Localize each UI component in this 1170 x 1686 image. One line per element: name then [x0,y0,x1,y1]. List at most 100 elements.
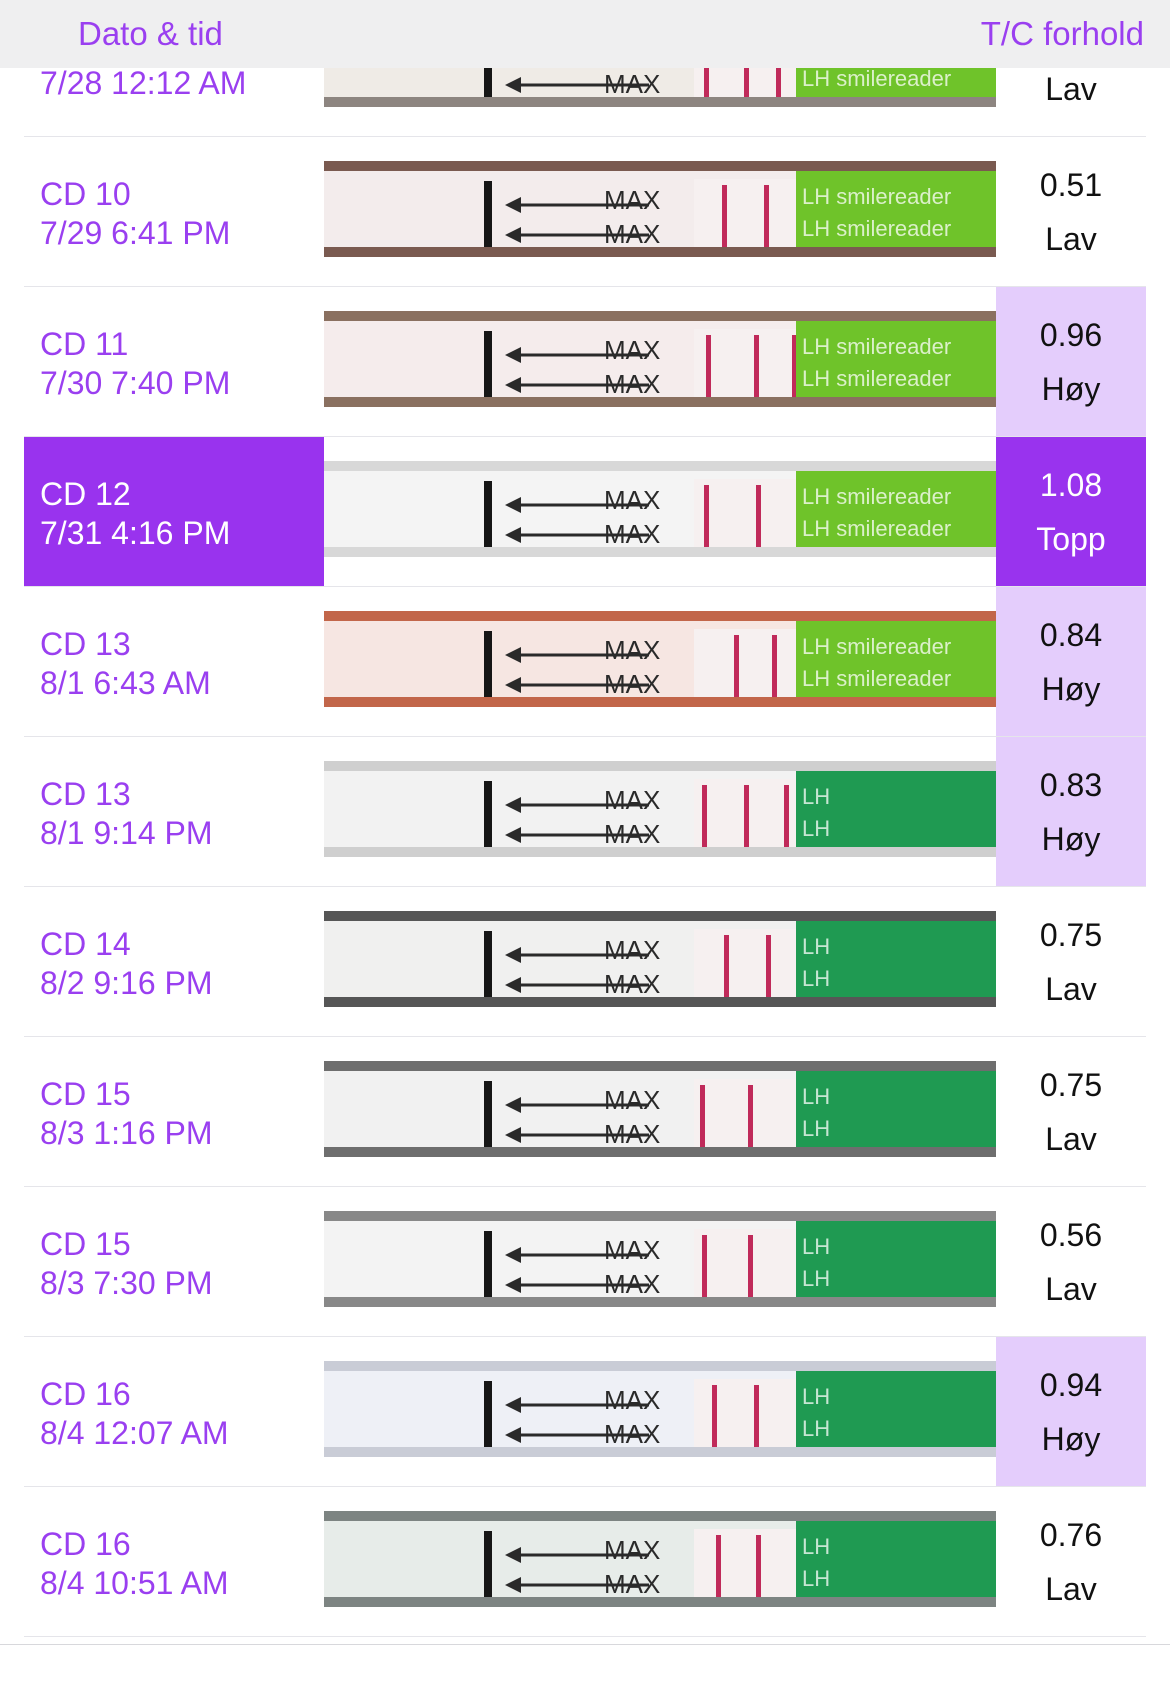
test-strip-photo[interactable]: MAX MAX LH LH [324,761,996,857]
brand-text: LH smilereader [802,666,952,691]
strip-marker-bar [484,781,492,847]
row-divider [24,1636,1146,1637]
strip-brand-area: LH LH [796,921,996,997]
brand-text: LH smilereader [802,484,952,509]
strip-marker-bar [484,1231,492,1297]
row-divider [24,436,1146,437]
test-strip-photo[interactable]: MAX MAX LH LH [324,911,996,1007]
tc-ratio-cell[interactable]: 0.96 Høy [996,287,1146,436]
brand-text: LH [802,784,831,809]
result-row[interactable]: CD 11 7/30 7:40 PM MAX MAX LH sm [0,287,1170,437]
date-time-label: 7/29 6:41 PM [40,215,231,251]
brand-text: LH [802,934,831,959]
strip-marker-bar [484,1531,492,1597]
tc-ratio-cell[interactable]: 0.46 Lav [996,68,1146,136]
row-divider [24,286,1146,287]
result-row[interactable]: CD 15 8/3 1:16 PM MAX MAX LH [0,1037,1170,1187]
strip-marker-bar [484,931,492,997]
tc-ratio-cell[interactable]: 0.56 Lav [996,1187,1146,1336]
test-line [744,68,749,97]
result-row[interactable]: CD 9 7/28 12:12 AM MAX MAX LH sm [0,68,1170,137]
result-row[interactable]: CD 16 8/4 10:51 AM MAX MAX LH [0,1487,1170,1637]
result-row[interactable]: CD 10 7/29 6:41 PM MAX MAX LH sm [0,137,1170,287]
lh-level-label: Lav [1045,70,1097,107]
result-row[interactable]: CD 13 8/1 6:43 AM MAX MAX LH smi [0,587,1170,737]
max-label: MAX [604,635,661,665]
arrow-left-icon [505,77,649,93]
test-strip-photo[interactable]: MAX MAX LH smilereader LH smilereader [324,311,996,407]
test-line [748,1085,753,1147]
max-label: MAX [604,1085,661,1115]
test-line [704,485,709,547]
date-time-column-header[interactable]: Dato & tid [78,15,223,52]
tc-ratio-cell[interactable]: 0.51 Lav [996,137,1146,286]
result-window [694,179,804,247]
date-cell[interactable]: CD 13 8/1 6:43 AM [24,587,324,736]
test-strip-photo[interactable]: MAX MAX LH LH [324,1361,996,1457]
strip-brand-area: LH LH [796,1071,996,1147]
lh-level-label: Lav [1045,1120,1097,1157]
test-strip-photo[interactable]: MAX MAX LH LH [324,1211,996,1307]
date-cell[interactable]: CD 15 8/3 7:30 PM [24,1187,324,1336]
strip-brand-area: LH smilereader LH smilereader [796,471,996,547]
arrow-left-icon [505,947,649,993]
arrow-left-icon [505,647,649,693]
tc-ratio-cell[interactable]: 0.94 Høy [996,1337,1146,1486]
lh-level-label: Lav [1045,220,1097,257]
tc-ratio-cell[interactable]: 0.75 Lav [996,887,1146,1036]
arrow-left-icon [505,1397,649,1443]
tc-ratio-cell[interactable]: 1.08 Topp [996,437,1146,586]
strip-marker-bar [484,631,492,697]
strip-brand-area: LH smilereader LH smilereader [796,68,996,97]
tc-ratio-cell[interactable]: 0.83 Høy [996,737,1146,886]
result-window [694,479,804,547]
date-cell[interactable]: CD 16 8/4 10:51 AM [24,1487,324,1636]
cycle-day-label: CD 15 [40,1076,131,1112]
date-cell[interactable]: CD 15 8/3 1:16 PM [24,1037,324,1186]
date-cell[interactable]: CD 13 8/1 9:14 PM [24,737,324,886]
tc-ratio-cell[interactable]: 0.75 Lav [996,1037,1146,1186]
test-line [700,1085,705,1147]
brand-text: LH [802,1084,831,1109]
test-strip-photo[interactable]: MAX MAX LH LH [324,1061,996,1157]
test-line [754,335,759,397]
max-label: MAX [604,1119,661,1149]
date-cell[interactable]: CD 11 7/30 7:40 PM [24,287,324,436]
row-divider [24,886,1146,887]
tc-ratio-cell[interactable]: 0.76 Lav [996,1487,1146,1636]
result-row[interactable]: CD 13 8/1 9:14 PM MAX MAX LH [0,737,1170,887]
test-strip-photo[interactable]: MAX MAX LH LH [324,1511,996,1607]
date-cell[interactable]: CD 9 7/28 12:12 AM [24,68,324,136]
test-strip-photo[interactable]: MAX MAX LH smilereader LH smilereader [324,611,996,707]
cycle-day-label: CD 11 [40,326,129,362]
date-time-label: 8/4 10:51 AM [40,1565,229,1601]
date-time-label: 8/4 12:07 AM [40,1415,229,1451]
result-row[interactable]: CD 12 7/31 4:16 PM MAX MAX LH sm [0,437,1170,587]
strip-brand-area: LH smilereader LH smilereader [796,171,996,247]
date-cell[interactable]: CD 14 8/2 9:16 PM [24,887,324,1036]
test-strip-photo[interactable]: MAX MAX LH smilereader LH smilereader [324,161,996,257]
date-time-label: 8/1 9:14 PM [40,815,213,851]
tc-ratio-cell[interactable]: 0.84 Høy [996,587,1146,736]
date-cell[interactable]: CD 10 7/29 6:41 PM [24,137,324,286]
max-label: MAX [604,785,661,815]
test-line [756,1535,761,1597]
test-strip-photo[interactable]: MAX MAX LH smilereader LH smilereader [324,68,996,107]
brand-text: LH [802,1384,831,1409]
result-row[interactable]: CD 15 8/3 7:30 PM MAX MAX LH [0,1187,1170,1337]
max-label: MAX [604,335,661,365]
result-row[interactable]: CD 14 8/2 9:16 PM MAX MAX LH [0,887,1170,1037]
date-cell[interactable]: CD 16 8/4 12:07 AM [24,1337,324,1486]
tc-ratio-value: 0.75 [1039,1066,1103,1103]
arrow-left-icon [505,1547,649,1593]
result-row[interactable]: CD 16 8/4 12:07 AM MAX MAX LH [0,1337,1170,1487]
date-cell[interactable]: CD 12 7/31 4:16 PM [24,437,324,586]
strip-marker-bar [484,481,492,547]
tc-ratio-column-header[interactable]: T/C forhold [980,15,1144,52]
brand-text: LH smilereader [802,516,952,541]
brand-text: LH smilereader [802,334,952,359]
test-result-list[interactable]: CD 9 7/28 12:12 AM MAX MAX LH sm [0,68,1170,1644]
test-strip-photo[interactable]: MAX MAX LH smilereader LH smilereader [324,461,996,557]
date-time-label: 8/1 6:43 AM [40,665,211,701]
strip-marker-bar [484,1381,492,1447]
